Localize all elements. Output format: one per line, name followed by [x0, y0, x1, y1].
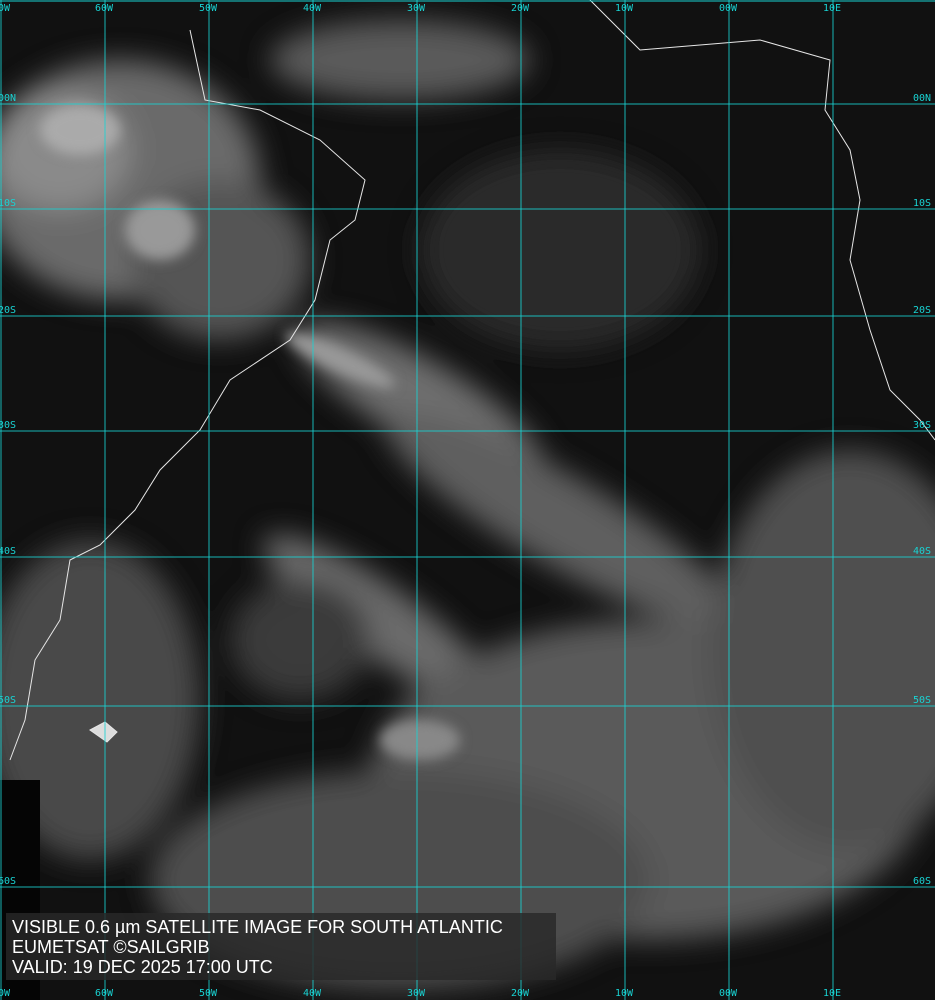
latitude-label-left: 30S — [0, 420, 16, 431]
longitude-label-bottom: 00W — [719, 988, 738, 999]
caption-title: VISIBLE 0.6 µm SATELLITE IMAGE FOR SOUTH… — [12, 917, 503, 937]
longitude-label-top: 40W — [303, 3, 322, 14]
longitude-label-top: 10E — [823, 3, 841, 14]
longitude-label-bottom: 10E — [823, 988, 841, 999]
longitude-label-bottom: 40W — [303, 988, 322, 999]
longitude-label-bottom: 20W — [511, 988, 530, 999]
longitude-label-top: 30W — [407, 3, 426, 14]
graticule-labels: 70W 70W 60W 60W 50W 50W 40W 40W 30W 30W 20W 20W 10W 1… — [0, 3, 931, 999]
latitude-label-right: 60S — [913, 876, 931, 887]
longitude-label-top: 00W — [719, 3, 738, 14]
latitude-label-right: 00N — [913, 93, 931, 104]
latitude-label-left: 50S — [0, 695, 16, 706]
longitude-label-bottom: 10W — [615, 988, 634, 999]
latitude-label-left: 40S — [0, 546, 16, 557]
caption-source: EUMETSAT ©SAILGRIB — [12, 937, 210, 957]
latitude-label-left: 20S — [0, 305, 16, 316]
coastline-africa — [589, 0, 935, 441]
longitude-label-bottom: 30W — [407, 988, 426, 999]
longitude-label-bottom: 60W — [95, 988, 114, 999]
latitude-label-right: 30S — [913, 420, 931, 431]
longitude-label-top: 70W — [0, 3, 11, 14]
latitude-label-left: 10S — [0, 198, 16, 209]
longitude-label-top: 60W — [95, 3, 114, 14]
latitude-label-right: 40S — [913, 546, 931, 557]
longitude-label-bottom: 50W — [199, 988, 218, 999]
longitude-label-top: 10W — [615, 3, 634, 14]
longitude-label-top: 20W — [511, 3, 530, 14]
latitude-label-left: 60S — [0, 876, 16, 887]
latitude-label-left: 00N — [0, 93, 16, 104]
latitude-label-right: 10S — [913, 198, 931, 209]
coastlines — [9, 0, 935, 761]
coastline-south-america — [9, 29, 366, 761]
latitude-label-right: 20S — [913, 305, 931, 316]
longitude-label-bottom: 70W — [0, 988, 11, 999]
caption-valid-time: VALID: 19 DEC 2025 17:00 UTC — [12, 957, 273, 977]
latitude-label-right: 50S — [913, 695, 931, 706]
image-caption: VISIBLE 0.6 µm SATELLITE IMAGE FOR SOUTH… — [6, 913, 556, 980]
falkland-islands — [89, 721, 118, 743]
longitude-label-top: 50W — [199, 3, 218, 14]
